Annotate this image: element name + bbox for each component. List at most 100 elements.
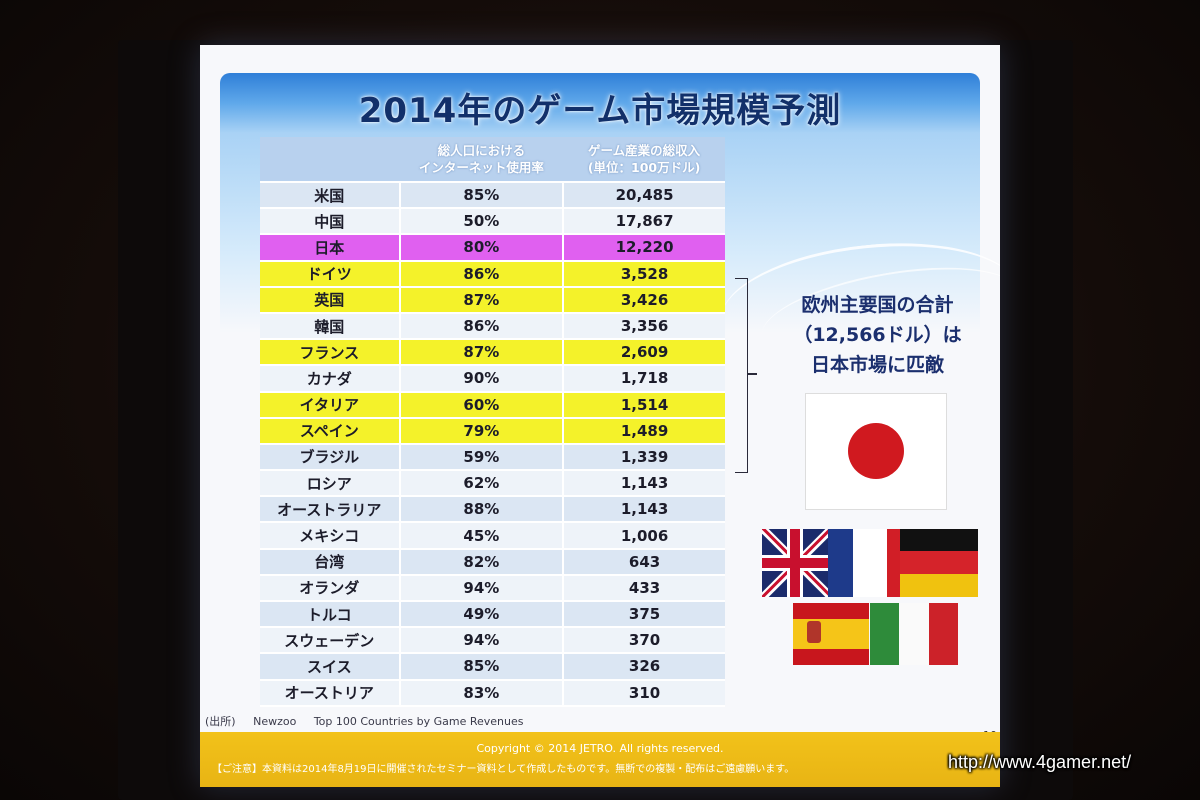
table-row: スイス 85% 326 [260, 653, 725, 681]
table-cell-country: ロシア [260, 470, 400, 498]
slide-title: 2014年のゲーム市場規模予測 [358, 91, 842, 131]
table-cell-rate: 60% [398, 391, 564, 419]
table-cell-revenue: 375 [562, 601, 725, 629]
table-cell-country: 韓国 [260, 312, 400, 341]
table-cell-revenue: 1,718 [562, 365, 725, 393]
table-cell-country: オーストラリア [260, 496, 400, 524]
table-cell-country: 中国 [260, 208, 400, 236]
italy-flag [870, 603, 958, 665]
table-cell-rate: 50% [398, 208, 564, 236]
table-row: ブラジル 59% 1,339 [260, 443, 725, 472]
table-cell-rate: 85% [398, 182, 564, 210]
header-internet-rate: 総人口における インターネット使用率 [399, 137, 564, 183]
table-row: スウェーデン 94% 370 [260, 627, 725, 655]
table-row: ドイツ 86% 3,528 [260, 260, 725, 288]
table-cell-country: スウェーデン [260, 627, 400, 655]
europe-note: 欧州主要国の合計 （12,566ドル）は 日本市場に匹敵 [770, 290, 985, 380]
title-band [220, 73, 980, 133]
header-revenue: ゲーム産業の総収入 (単位：100万ドル) [563, 137, 725, 183]
japan-flag [805, 393, 947, 510]
table-cell-rate: 86% [398, 260, 564, 288]
table-cell-country: イタリア [260, 391, 400, 419]
table-cell-revenue: 1,143 [562, 496, 725, 524]
germany-flag [900, 529, 978, 597]
table-cell-country: オーストリア [260, 679, 400, 707]
watermark-url: http://www.4gamer.net/ [948, 752, 1132, 772]
table-cell-revenue: 1,006 [562, 522, 725, 550]
table-cell-revenue: 3,356 [562, 312, 725, 341]
spain-coat-of-arms-icon [807, 621, 821, 643]
table-cell-rate: 80% [398, 234, 564, 262]
table-row: 台湾 82% 643 [260, 548, 725, 576]
table-row: 中国 50% 17,867 [260, 208, 725, 236]
note-line-2: （12,566ドル）は [793, 324, 962, 346]
table-cell-revenue: 326 [562, 653, 725, 681]
table-cell-rate: 79% [398, 417, 564, 445]
table-cell-revenue: 1,143 [562, 470, 725, 498]
table-cell-rate: 62% [398, 470, 564, 498]
uk-flag [762, 529, 828, 597]
slide-footer: Copyright © 2014 JETRO. All rights reser… [200, 732, 1000, 787]
header-country [260, 137, 400, 183]
europe-bracket-tick [747, 373, 757, 375]
table-cell-revenue: 3,528 [562, 260, 725, 288]
table-row: イタリア 60% 1,514 [260, 391, 725, 419]
table-cell-revenue: 1,514 [562, 391, 725, 419]
table-body: 米国 85% 20,485 中国 50% 17,867 日本 80% 12,220 ドイツ 86% 3… [260, 182, 725, 707]
table-cell-revenue: 1,489 [562, 417, 725, 445]
table-cell-country: 英国 [260, 286, 400, 314]
caution-text: 【ご注意】本資料は2014年8月19日に開催されたセミナー資料として作成したもの… [212, 764, 795, 775]
table-row: メキシコ 45% 1,006 [260, 522, 725, 550]
source-name: Newzoo [253, 715, 297, 728]
table-cell-revenue: 2,609 [562, 339, 725, 367]
table-row: オーストラリア 88% 1,143 [260, 496, 725, 524]
table-cell-revenue: 433 [562, 574, 725, 603]
spain-flag [793, 603, 869, 665]
table-cell-revenue: 1,339 [562, 443, 725, 472]
table-cell-country: メキシコ [260, 522, 400, 550]
copyright-text: Copyright © 2014 JETRO. All rights reser… [476, 742, 724, 755]
table-cell-revenue: 370 [562, 627, 725, 655]
table-row: オランダ 94% 433 [260, 574, 725, 603]
market-table: 総人口における インターネット使用率 ゲーム産業の総収入 (単位：100万ドル)… [260, 137, 725, 707]
table-cell-country: 台湾 [260, 548, 400, 576]
table-cell-revenue: 310 [562, 679, 725, 707]
table-cell-rate: 87% [398, 339, 564, 367]
table-cell-rate: 82% [398, 548, 564, 576]
table-cell-country: 米国 [260, 182, 400, 210]
table-cell-rate: 85% [398, 653, 564, 681]
note-line-3: 日本市場に匹敵 [810, 354, 944, 376]
table-cell-revenue: 3,426 [562, 286, 725, 314]
table-cell-revenue: 12,220 [562, 234, 725, 262]
source-title: Top 100 Countries by Game Revenues [313, 715, 524, 728]
table-row: フランス 87% 2,609 [260, 339, 725, 367]
table-cell-rate: 83% [398, 679, 564, 707]
table-cell-revenue: 643 [562, 548, 725, 576]
table-header-row: 総人口における インターネット使用率 ゲーム産業の総収入 (単位：100万ドル) [260, 137, 725, 183]
source-note: (出所) Newzoo Top 100 Countries by Game Re… [205, 713, 538, 729]
source-label: (出所) [205, 715, 236, 728]
table-row: オーストリア 83% 310 [260, 679, 725, 707]
table-cell-rate: 59% [398, 443, 564, 472]
table-row: 英国 87% 3,426 [260, 286, 725, 314]
table-cell-rate: 87% [398, 286, 564, 314]
table-cell-rate: 94% [398, 627, 564, 655]
table-cell-rate: 86% [398, 312, 564, 341]
table-cell-country: トルコ [260, 601, 400, 629]
table-row: トルコ 49% 375 [260, 601, 725, 629]
table-cell-rate: 90% [398, 365, 564, 393]
table-cell-rate: 49% [398, 601, 564, 629]
table-cell-country: ドイツ [260, 260, 400, 288]
table-cell-rate: 94% [398, 574, 564, 603]
table-cell-country: ブラジル [260, 443, 400, 472]
table-row: 米国 85% 20,485 [260, 182, 725, 210]
table-cell-country: フランス [260, 339, 400, 367]
table-cell-country: カナダ [260, 365, 400, 393]
table-row: スペイン 79% 1,489 [260, 417, 725, 445]
table-row: 日本 80% 12,220 [260, 234, 725, 262]
table-cell-country: 日本 [260, 234, 400, 262]
table-cell-rate: 88% [398, 496, 564, 524]
table-cell-revenue: 20,485 [562, 182, 725, 210]
table-cell-country: スイス [260, 653, 400, 681]
table-cell-country: オランダ [260, 574, 400, 603]
